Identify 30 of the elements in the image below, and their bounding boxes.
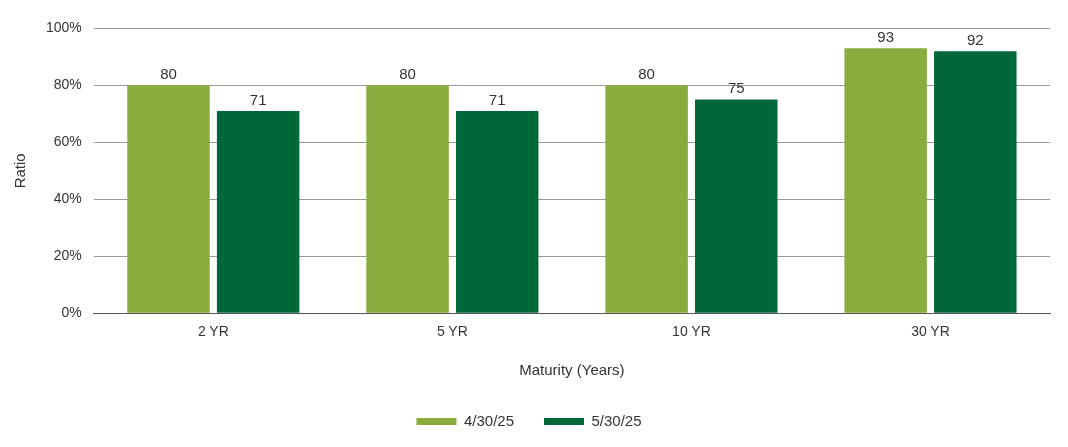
data-label: 92: [966, 30, 984, 48]
bar: [455, 110, 539, 313]
bar: [695, 99, 778, 313]
y-tick-label: 20%: [53, 247, 82, 264]
y-tick-label: 0%: [61, 304, 82, 321]
data-label: 80: [638, 65, 655, 82]
bar: [216, 110, 300, 313]
y-tick-label: 80%: [53, 76, 82, 93]
x-axis-title: Maturity (Years): [519, 361, 625, 379]
x-tick-label: 2 YR: [197, 323, 229, 340]
data-label: 71: [249, 90, 267, 108]
bar: [605, 85, 688, 313]
x-tick-label: 10 YR: [672, 323, 711, 340]
x-tick-label: 30 YR: [911, 323, 950, 340]
x-tick-label: 5 YR: [436, 323, 468, 340]
bar: [127, 85, 210, 313]
data-label: 93: [877, 27, 894, 45]
bar: [934, 51, 1017, 313]
bar: [844, 48, 927, 313]
data-label: 71: [488, 90, 506, 108]
y-tick-label: 60%: [53, 133, 82, 150]
legend-label: 4/30/25: [463, 411, 514, 429]
y-axis-title: Ratio: [11, 153, 29, 189]
y-tick-label: 40%: [53, 190, 82, 207]
data-label: 80: [160, 65, 177, 82]
data-label: 75: [727, 79, 745, 97]
legend-label: 5/30/25: [591, 411, 642, 429]
y-tick-label: 100%: [45, 19, 82, 36]
bar: [366, 85, 449, 313]
data-label: 80: [399, 65, 416, 82]
